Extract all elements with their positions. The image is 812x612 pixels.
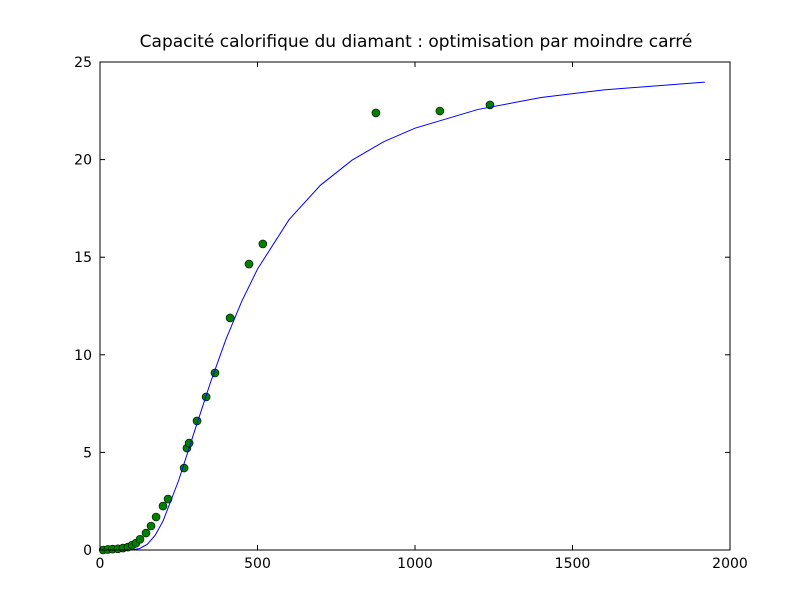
data-point (158, 501, 168, 511)
y-tick-label: 15 (74, 250, 92, 266)
x-tick-label: 1000 (397, 556, 433, 572)
x-tick-label: 2000 (712, 556, 748, 572)
y-tick-label: 5 (83, 445, 92, 461)
data-point (258, 239, 268, 249)
data-point (244, 259, 254, 269)
x-tick-label: 0 (96, 556, 105, 572)
data-point (151, 512, 161, 522)
data-point (225, 313, 235, 323)
x-tick-label: 1500 (555, 556, 591, 572)
data-point (371, 108, 381, 118)
data-point (141, 528, 151, 538)
data-point (146, 521, 156, 531)
data-point (435, 106, 445, 116)
data-point (135, 534, 145, 544)
y-tick-label: 10 (74, 348, 92, 364)
fit-line (100, 81, 705, 551)
x-tick-label: 500 (244, 556, 271, 572)
y-tick-label: 20 (74, 153, 92, 169)
chart-title: Capacité calorifique du diamant : optimi… (140, 32, 693, 52)
y-tick-label: 25 (74, 55, 92, 71)
data-point (163, 494, 173, 504)
plot-frame (99, 61, 731, 551)
y-tick-label: 0 (83, 543, 92, 559)
